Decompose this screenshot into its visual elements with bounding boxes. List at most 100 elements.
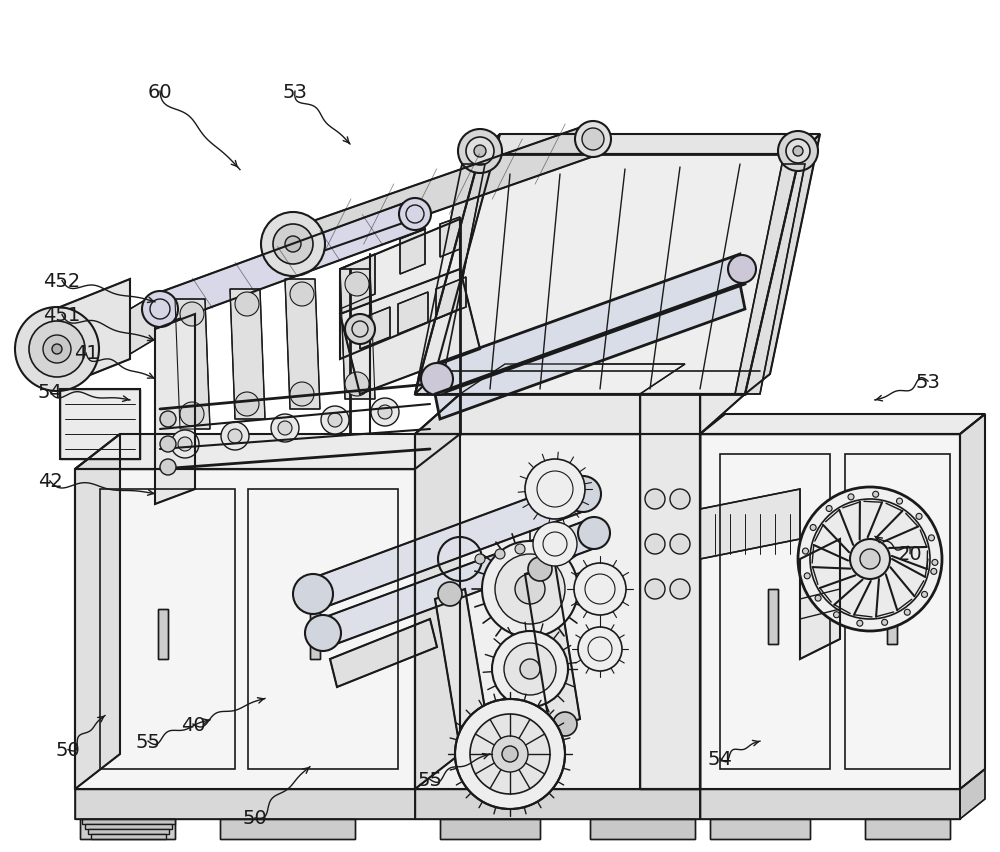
Polygon shape bbox=[330, 619, 437, 688]
Circle shape bbox=[860, 550, 880, 569]
Circle shape bbox=[290, 383, 314, 406]
Circle shape bbox=[848, 494, 854, 500]
Circle shape bbox=[904, 609, 910, 615]
Circle shape bbox=[438, 582, 462, 607]
Circle shape bbox=[574, 563, 626, 615]
Circle shape bbox=[474, 146, 486, 158]
Circle shape bbox=[826, 506, 832, 512]
Polygon shape bbox=[590, 819, 695, 839]
Polygon shape bbox=[400, 230, 425, 274]
Circle shape bbox=[670, 534, 690, 555]
Polygon shape bbox=[88, 829, 169, 834]
Circle shape bbox=[778, 132, 818, 172]
Circle shape bbox=[932, 560, 938, 566]
Text: 53: 53 bbox=[283, 83, 307, 101]
Polygon shape bbox=[800, 539, 840, 659]
Polygon shape bbox=[60, 389, 140, 459]
Text: 41: 41 bbox=[74, 344, 98, 363]
Circle shape bbox=[178, 437, 192, 452]
Circle shape bbox=[235, 292, 259, 317]
Circle shape bbox=[475, 555, 485, 564]
Text: 20: 20 bbox=[898, 544, 922, 563]
Circle shape bbox=[345, 273, 369, 296]
Polygon shape bbox=[415, 135, 500, 394]
Circle shape bbox=[804, 573, 810, 579]
Circle shape bbox=[29, 321, 85, 377]
Polygon shape bbox=[700, 789, 960, 819]
Polygon shape bbox=[75, 789, 415, 819]
Circle shape bbox=[235, 393, 259, 417]
Circle shape bbox=[495, 550, 505, 560]
Polygon shape bbox=[700, 435, 960, 789]
Polygon shape bbox=[700, 415, 985, 435]
Circle shape bbox=[171, 430, 199, 458]
Circle shape bbox=[221, 423, 249, 451]
Circle shape bbox=[160, 459, 176, 475]
Circle shape bbox=[850, 539, 890, 579]
Polygon shape bbox=[436, 278, 466, 320]
Circle shape bbox=[578, 517, 610, 550]
Circle shape bbox=[798, 487, 942, 631]
Circle shape bbox=[492, 736, 528, 772]
Polygon shape bbox=[435, 590, 490, 749]
Circle shape bbox=[261, 213, 325, 277]
Circle shape bbox=[228, 429, 242, 444]
Text: 55: 55 bbox=[418, 770, 443, 789]
Circle shape bbox=[502, 746, 518, 762]
Circle shape bbox=[293, 574, 333, 614]
Polygon shape bbox=[290, 125, 600, 260]
Circle shape bbox=[482, 541, 578, 637]
Polygon shape bbox=[460, 365, 685, 394]
Polygon shape bbox=[960, 769, 985, 819]
Polygon shape bbox=[415, 155, 800, 394]
Circle shape bbox=[328, 413, 342, 428]
Polygon shape bbox=[340, 270, 375, 400]
Polygon shape bbox=[285, 279, 320, 410]
Text: 40: 40 bbox=[181, 715, 205, 734]
Polygon shape bbox=[415, 394, 745, 435]
Polygon shape bbox=[435, 285, 745, 419]
Polygon shape bbox=[130, 295, 155, 354]
Circle shape bbox=[515, 574, 545, 604]
Polygon shape bbox=[75, 469, 415, 789]
Circle shape bbox=[533, 522, 577, 567]
Circle shape bbox=[52, 344, 62, 354]
Polygon shape bbox=[415, 164, 485, 394]
Text: 54: 54 bbox=[708, 749, 732, 768]
Polygon shape bbox=[220, 819, 355, 839]
Text: 42: 42 bbox=[38, 472, 62, 491]
Circle shape bbox=[273, 225, 313, 265]
Circle shape bbox=[931, 569, 937, 575]
Circle shape bbox=[810, 499, 930, 619]
Circle shape bbox=[504, 643, 556, 695]
Circle shape bbox=[345, 372, 369, 396]
Circle shape bbox=[922, 591, 928, 598]
Polygon shape bbox=[710, 819, 810, 839]
Polygon shape bbox=[640, 394, 700, 789]
Text: 60: 60 bbox=[148, 83, 172, 101]
Polygon shape bbox=[155, 199, 425, 325]
Circle shape bbox=[15, 308, 99, 392]
Polygon shape bbox=[440, 218, 460, 257]
Polygon shape bbox=[310, 480, 590, 609]
Text: 451: 451 bbox=[43, 306, 81, 325]
Polygon shape bbox=[480, 135, 820, 155]
Circle shape bbox=[645, 489, 665, 509]
Circle shape bbox=[810, 525, 816, 531]
Text: 50: 50 bbox=[56, 740, 80, 759]
Circle shape bbox=[495, 555, 565, 625]
Circle shape bbox=[728, 256, 756, 284]
Circle shape bbox=[553, 712, 577, 736]
Polygon shape bbox=[415, 789, 700, 819]
Text: 53: 53 bbox=[916, 372, 940, 391]
Circle shape bbox=[565, 476, 601, 512]
Circle shape bbox=[421, 364, 453, 395]
Polygon shape bbox=[158, 609, 168, 659]
Polygon shape bbox=[768, 590, 778, 644]
Polygon shape bbox=[440, 819, 540, 839]
Circle shape bbox=[371, 399, 399, 427]
Polygon shape bbox=[82, 819, 175, 824]
Circle shape bbox=[670, 579, 690, 599]
Circle shape bbox=[834, 612, 840, 618]
Circle shape bbox=[528, 557, 552, 581]
